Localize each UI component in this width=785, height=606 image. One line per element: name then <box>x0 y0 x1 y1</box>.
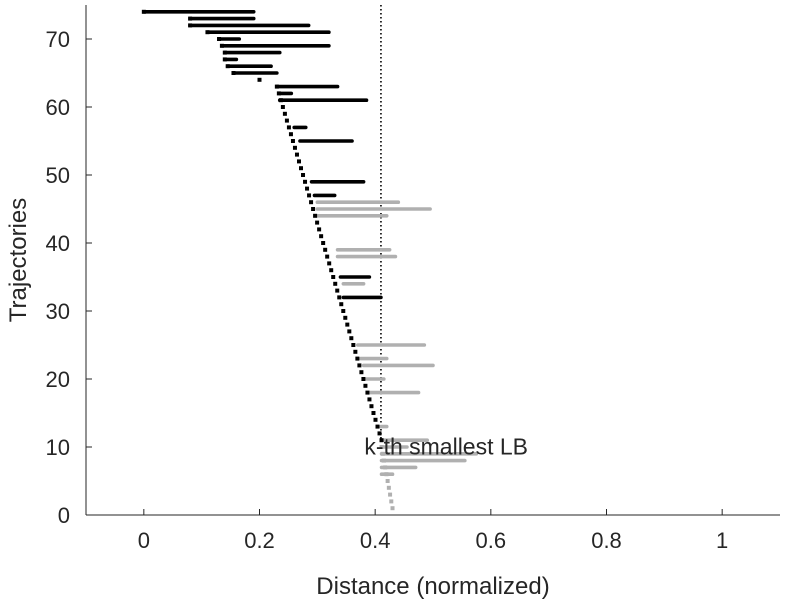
lower-bound-dot <box>331 275 336 279</box>
lower-bound-dot <box>323 247 328 252</box>
lower-bound-dot <box>294 152 299 157</box>
lower-bound-dot <box>388 492 393 497</box>
y-tick-label: 60 <box>46 95 70 120</box>
x-tick-label: 1 <box>716 528 728 553</box>
lower-bound-dot <box>315 220 320 225</box>
lower-bound-dot <box>276 91 281 96</box>
lower-bound-dot <box>359 370 364 375</box>
y-tick-label: 40 <box>46 231 70 256</box>
y-axis-title: Trajectories <box>5 198 32 322</box>
lower-bound-dot <box>355 356 360 361</box>
lower-bound-dot <box>317 227 322 232</box>
lower-bound-dot <box>327 261 332 266</box>
lower-bound-dot <box>286 125 291 130</box>
lower-bound-dot <box>257 77 262 82</box>
x-axis-title: Distance (normalized) <box>316 573 549 600</box>
lower-bound-dot <box>217 37 222 41</box>
lower-bound-dot <box>231 71 236 75</box>
lower-bound-dot <box>299 166 304 171</box>
lower-bound-dot <box>367 397 372 402</box>
lower-bound-dot <box>333 281 338 286</box>
lower-bound-dot <box>379 445 384 449</box>
annotation-label: k-th smallest LB <box>364 434 528 460</box>
lower-bound-dot <box>389 499 394 504</box>
lower-bound-dot <box>373 417 378 422</box>
lower-bound-dot <box>305 186 310 191</box>
lower-bound-dot <box>341 309 346 313</box>
lower-bound-dot <box>309 200 314 205</box>
lower-bound-dot <box>383 465 388 470</box>
y-tick-label: 10 <box>46 435 70 460</box>
lower-bound-dot <box>347 329 352 334</box>
lower-bound-dot <box>371 411 376 415</box>
lower-bound-dot <box>290 139 295 143</box>
x-tick-label: 0.2 <box>244 528 275 553</box>
lower-bound-dot <box>349 336 354 341</box>
lower-bound-dot <box>222 57 227 62</box>
lower-bound-dot <box>301 173 306 177</box>
lower-bound-dot <box>380 451 385 456</box>
lower-bound-dot <box>343 315 348 320</box>
lower-bound-dot <box>386 485 391 490</box>
lower-bound-dot <box>278 98 283 103</box>
lower-bound-dot <box>335 288 340 293</box>
intervals-group <box>142 10 479 477</box>
y-tick-label: 20 <box>46 367 70 392</box>
x-tick-label: 0.4 <box>360 528 391 553</box>
lower-bound-dot <box>319 234 324 239</box>
lower-bound-dot <box>313 213 318 218</box>
lower-bound-dot <box>188 16 193 21</box>
lower-bound-dot <box>205 30 210 35</box>
lower-bound-dot <box>303 179 308 184</box>
lower-bound-dot <box>377 431 382 436</box>
lower-bound-dot <box>365 390 370 395</box>
lower-bound-dot <box>284 118 289 123</box>
lower-bound-dot <box>307 193 312 198</box>
lower-bound-dot <box>339 302 344 307</box>
lower-bound-dot <box>321 241 326 245</box>
lower-bound-dot <box>222 50 227 55</box>
x-tick-label: 0.8 <box>591 528 622 553</box>
lower-bound-dot <box>225 64 230 69</box>
lower-bound-dot <box>337 295 342 300</box>
lower-bound-dot <box>219 43 224 48</box>
lower-bound-dot <box>357 363 362 368</box>
lower-bound-dot <box>361 377 366 381</box>
lower-bound-dot <box>375 424 380 429</box>
lower-bound-dot <box>363 383 368 388</box>
y-tick-label: 50 <box>46 163 70 188</box>
lower-bound-dot <box>353 349 358 354</box>
lower-bound-dot <box>280 105 285 109</box>
lower-bound-dot <box>384 472 389 477</box>
lower-bound-dot <box>381 458 386 463</box>
x-tick-label: 0.6 <box>476 528 507 553</box>
y-tick-label: 70 <box>46 27 70 52</box>
lower-bound-dot <box>311 207 316 211</box>
lower-bound-dot <box>345 322 350 327</box>
lower-bound-dot <box>292 145 297 150</box>
x-tick-label: 0 <box>138 528 150 553</box>
lower-bound-dot <box>282 111 287 116</box>
y-tick-label: 30 <box>46 299 70 324</box>
lower-bound-dot <box>329 268 334 273</box>
lower-bound-dot <box>288 132 293 137</box>
lower-bound-dot <box>141 9 146 14</box>
lower-bound-dots-group <box>141 9 395 511</box>
lower-bound-dot <box>369 404 374 409</box>
lower-bound-dot <box>274 84 279 89</box>
lower-bound-dot <box>325 254 330 259</box>
y-tick-label: 0 <box>58 503 70 528</box>
lower-bound-dot <box>379 438 384 443</box>
lower-bound-dot <box>385 479 390 483</box>
lower-bound-dot <box>351 343 356 347</box>
lower-bound-dot <box>390 506 395 511</box>
lower-bound-dot <box>188 23 193 28</box>
lower-bound-dot <box>296 159 301 164</box>
